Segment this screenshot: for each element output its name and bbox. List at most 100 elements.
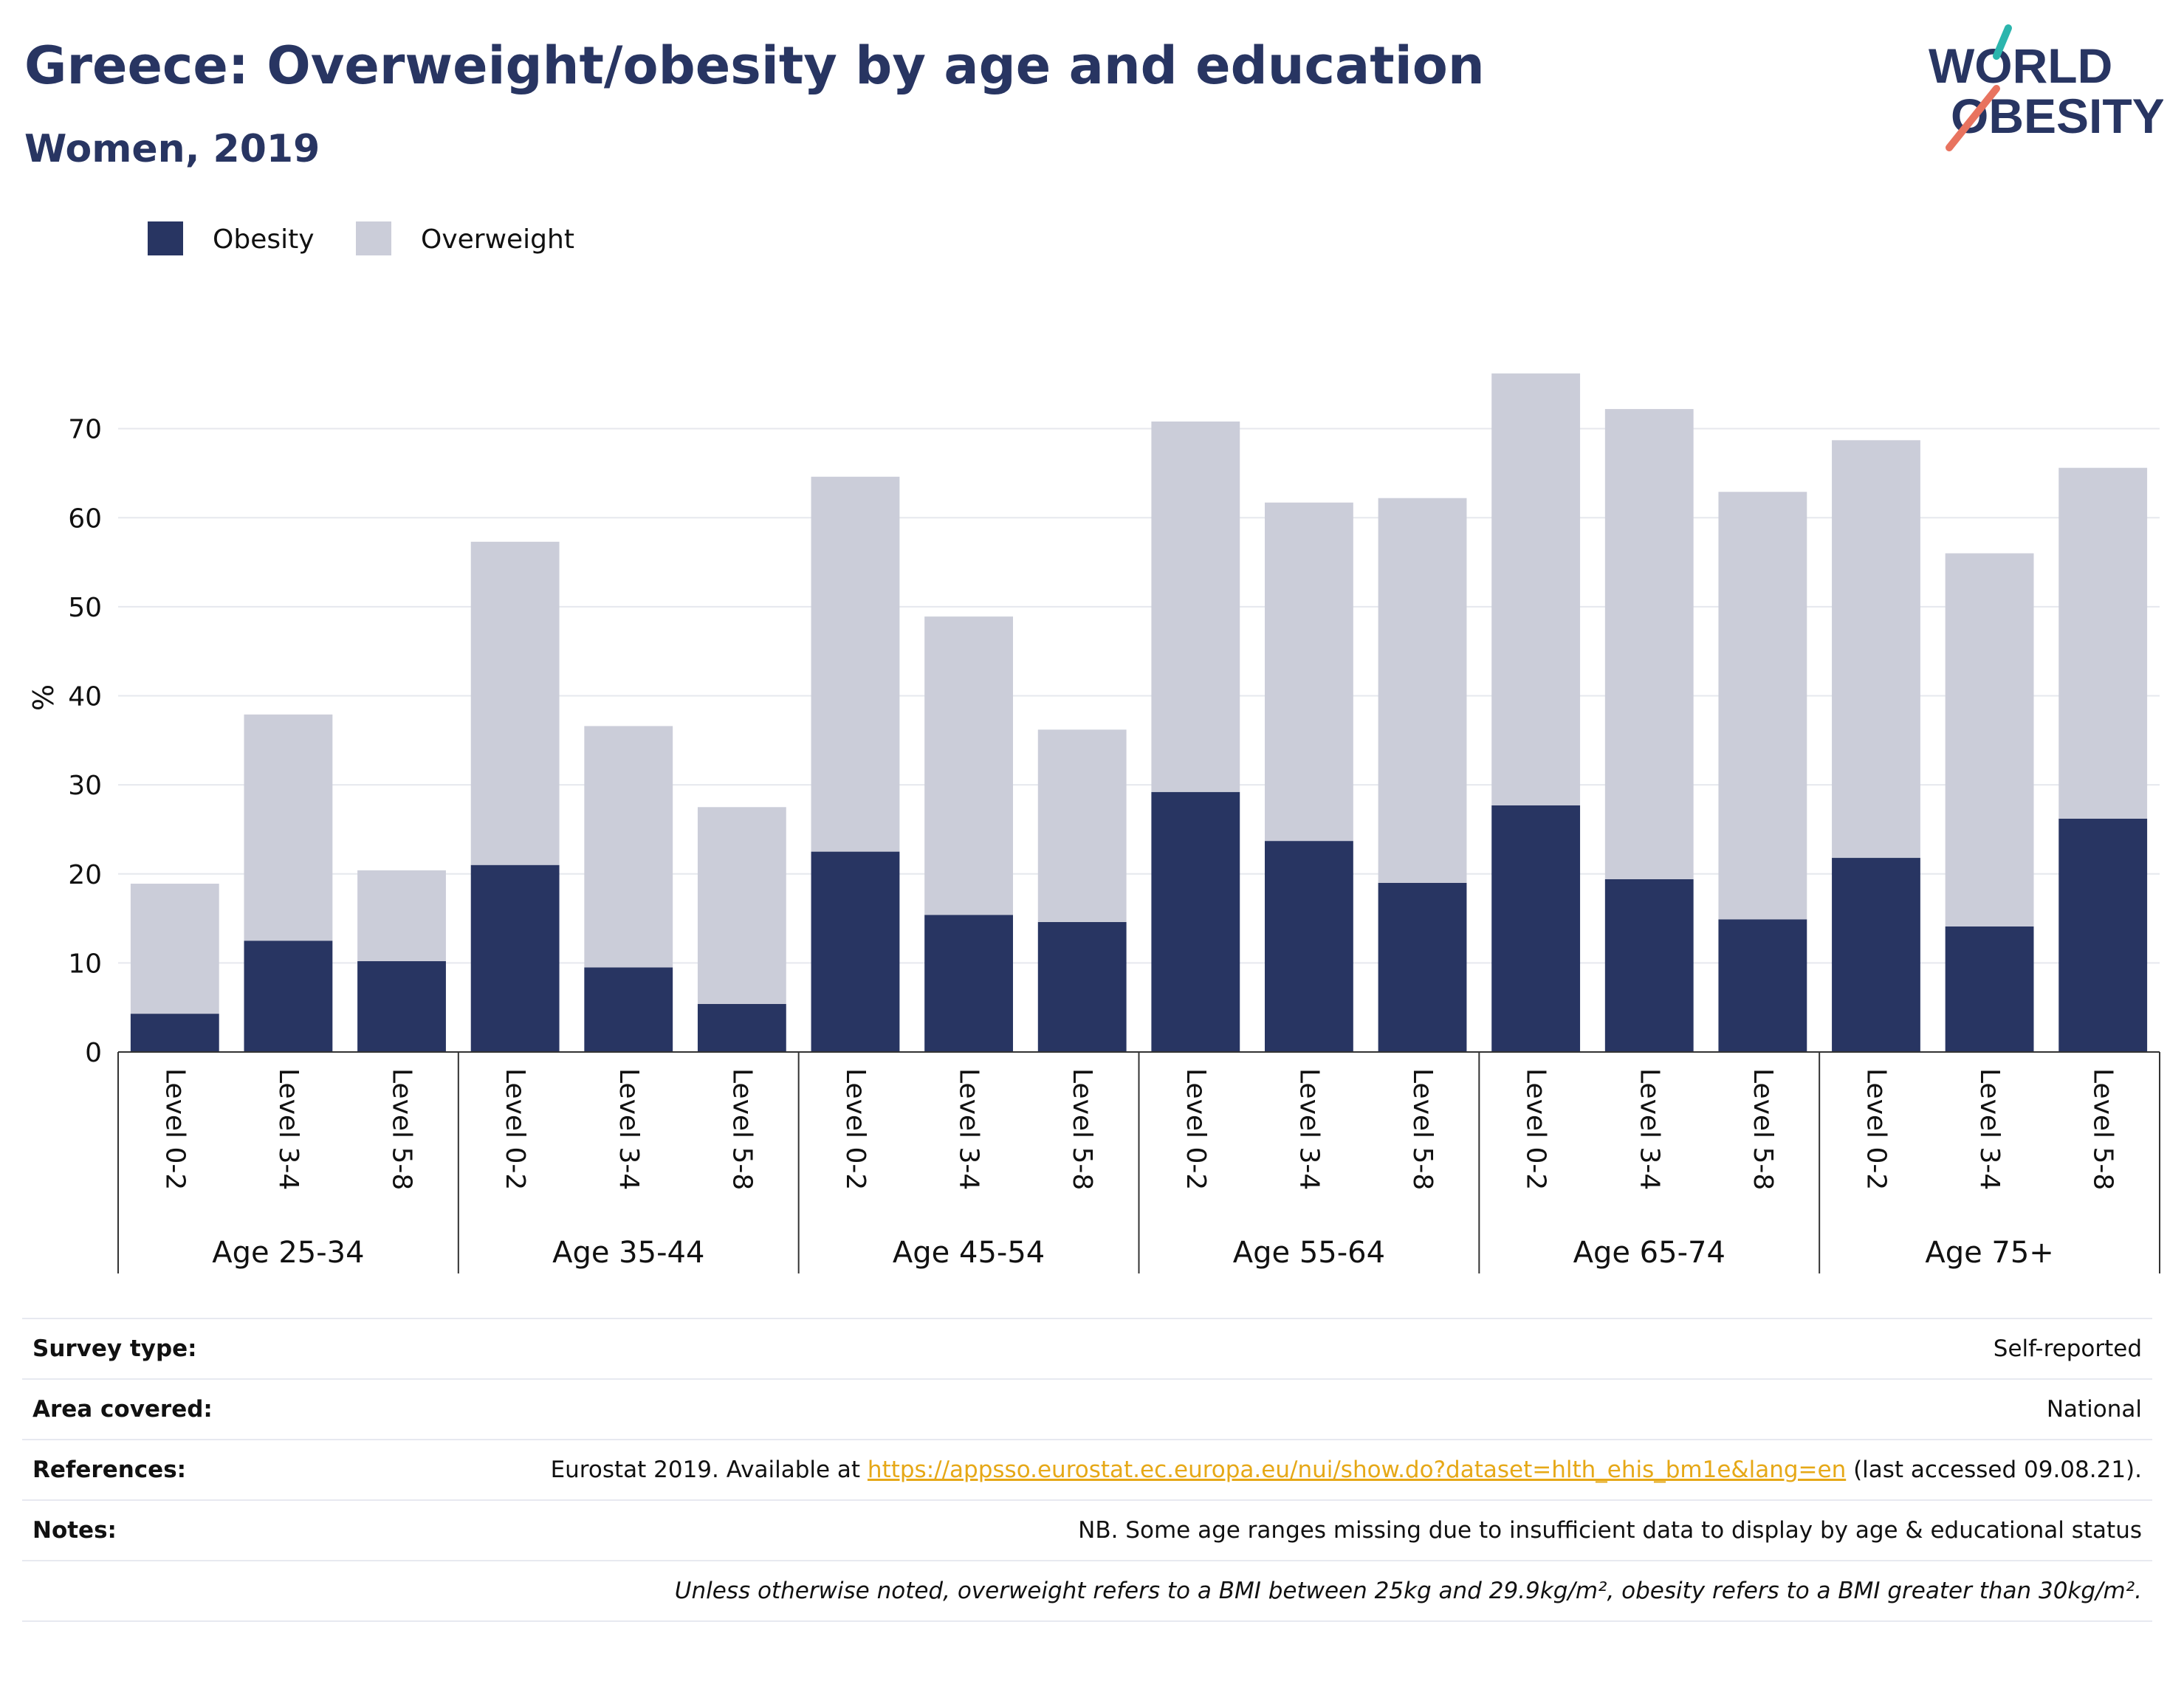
x-tick-label: Level 0-2 xyxy=(500,1068,530,1190)
x-tick-label: Level 3-4 xyxy=(614,1068,644,1190)
x-tick-label: Level 0-2 xyxy=(159,1068,190,1190)
bar-obesity xyxy=(1151,791,1240,1052)
references-prefix: Eurostat 2019. Available at xyxy=(550,1457,868,1483)
x-tick-label: Level 5-8 xyxy=(1407,1068,1438,1190)
notes-row: Notes: NB. Some age ranges missing due t… xyxy=(22,1499,2152,1561)
x-tick-label: Level 3-4 xyxy=(954,1068,984,1190)
x-tick-label: Level 5-8 xyxy=(1748,1068,1778,1190)
bar-overweight xyxy=(584,726,673,968)
group-label: Age 75+ xyxy=(1925,1236,2054,1270)
group-label: Age 35-44 xyxy=(552,1236,704,1270)
bar-overweight xyxy=(1378,498,1467,883)
survey-type-label: Survey type: xyxy=(22,1318,323,1379)
bar-overweight xyxy=(1491,373,1581,805)
y-tick-label: 60 xyxy=(68,503,102,534)
chart-subtitle: Women, 2019 xyxy=(24,127,320,171)
x-tick-label: Level 5-8 xyxy=(1067,1068,1097,1190)
x-tick-label: Level 3-4 xyxy=(1294,1068,1324,1190)
bar-overweight xyxy=(1265,502,1353,842)
bars xyxy=(130,373,2148,1052)
bar-overweight xyxy=(697,807,786,1004)
bar-obesity xyxy=(1945,926,2034,1052)
y-axis-label: % xyxy=(27,684,60,711)
bar-obesity xyxy=(244,941,333,1052)
group-label: Age 45-54 xyxy=(893,1236,1045,1270)
bar-overweight xyxy=(470,541,560,865)
legend: Obesity Overweight xyxy=(148,221,574,255)
chart-title: Greece: Overweight/obesity by age and ed… xyxy=(24,35,1485,96)
y-tick-label: 50 xyxy=(68,593,102,623)
y-tick-label: 20 xyxy=(68,860,102,890)
y-tick-label: 40 xyxy=(68,682,102,712)
bar-obesity xyxy=(811,851,900,1052)
bar-overweight xyxy=(1604,409,1694,879)
bar-obesity xyxy=(1832,858,1920,1052)
group-label: Age 65-74 xyxy=(1573,1236,1725,1270)
footnote: Unless otherwise noted, overweight refer… xyxy=(22,1560,2152,1622)
bar-overweight xyxy=(1718,492,1807,920)
bar-overweight xyxy=(1945,553,2034,926)
legend-label-overweight: Overweight xyxy=(421,224,574,255)
bar-obesity xyxy=(470,864,560,1052)
bar-obesity xyxy=(1604,879,1694,1052)
bar-overweight xyxy=(1832,440,1920,859)
survey-type-row: Survey type: Self-reported xyxy=(22,1318,2152,1379)
logo-teal-slash xyxy=(1993,24,2012,60)
y-tick-label: 70 xyxy=(68,415,102,445)
world-obesity-logo: WORLD OBESITY xyxy=(1929,24,2163,151)
group-label: Age 55-64 xyxy=(1233,1236,1385,1270)
bar-obesity xyxy=(1718,919,1807,1052)
y-tick-label: 30 xyxy=(68,771,102,801)
bar-obesity xyxy=(2058,818,2148,1052)
bar-obesity xyxy=(1378,882,1467,1052)
bar-overweight xyxy=(2058,467,2148,819)
area-label: Area covered: xyxy=(22,1378,323,1440)
survey-type-value: Self-reported xyxy=(323,1318,2152,1379)
notes-label: Notes: xyxy=(22,1499,323,1561)
bar-overweight xyxy=(811,476,900,852)
y-axis-ticks: 0 10 20 30 40 50 60 70 xyxy=(68,415,102,1068)
x-tick-label: Level 0-2 xyxy=(1181,1068,1211,1190)
chart: Obesity Overweight 0 10 20 30 40 50 60 70 Level… xyxy=(27,221,2160,1273)
bar-obesity xyxy=(924,915,1013,1052)
x-tick-label: Level 3-4 xyxy=(273,1068,303,1190)
bar-overweight xyxy=(244,714,333,941)
references-suffix: (last accessed 09.08.21). xyxy=(1846,1457,2142,1483)
references-value: Eurostat 2019. Available at https://apps… xyxy=(323,1439,2152,1500)
x-tick-label: Level 0-2 xyxy=(1521,1068,1551,1190)
gridlines xyxy=(118,427,2160,964)
area-value: National xyxy=(323,1378,2152,1440)
y-tick-label: 0 xyxy=(85,1038,102,1068)
x-tick-label: Level 0-2 xyxy=(1861,1068,1891,1190)
bar-obesity xyxy=(1491,805,1581,1052)
bar-obesity xyxy=(1265,841,1353,1052)
x-tick-label: Level 5-8 xyxy=(727,1068,757,1190)
notes-value: NB. Some age ranges missing due to insuf… xyxy=(323,1499,2152,1561)
logo-coral-slash xyxy=(1946,85,2000,151)
info-table: Survey type: Self-reported Area covered:… xyxy=(22,1318,2152,1622)
logo-line1: WORLD xyxy=(1929,38,2112,93)
y-tick-label: 10 xyxy=(68,949,102,979)
bar-overweight xyxy=(357,870,446,961)
references-label: References: xyxy=(22,1439,323,1500)
bar-obesity xyxy=(584,967,673,1052)
x-tick-label: Level 3-4 xyxy=(1634,1068,1664,1190)
bar-obesity xyxy=(130,1014,219,1052)
group-label: Age 25-34 xyxy=(212,1236,364,1270)
bar-overweight xyxy=(924,616,1013,915)
bar-obesity xyxy=(1037,921,1127,1052)
area-row: Area covered: National xyxy=(22,1378,2152,1440)
legend-swatch-obesity xyxy=(148,221,183,255)
bar-overweight xyxy=(130,884,219,1014)
references-row: References: Eurostat 2019. Available at … xyxy=(22,1439,2152,1500)
footnote-row: Unless otherwise noted, overweight refer… xyxy=(22,1560,2152,1622)
legend-label-obesity: Obesity xyxy=(213,224,315,255)
legend-swatch-overweight xyxy=(356,221,391,255)
x-tick-label: Level 5-8 xyxy=(2088,1068,2118,1190)
x-axis: Level 0-2 Level 3-4 Level 5-8 Level 0-2 Leve… xyxy=(117,1051,2160,1273)
bar-obesity xyxy=(357,960,446,1052)
references-link[interactable]: https://appsso.eurostat.ec.europa.eu/nui… xyxy=(867,1457,1847,1483)
bar-overweight xyxy=(1151,421,1240,792)
bar-overweight xyxy=(1037,729,1127,922)
x-tick-label: Level 0-2 xyxy=(840,1068,870,1190)
